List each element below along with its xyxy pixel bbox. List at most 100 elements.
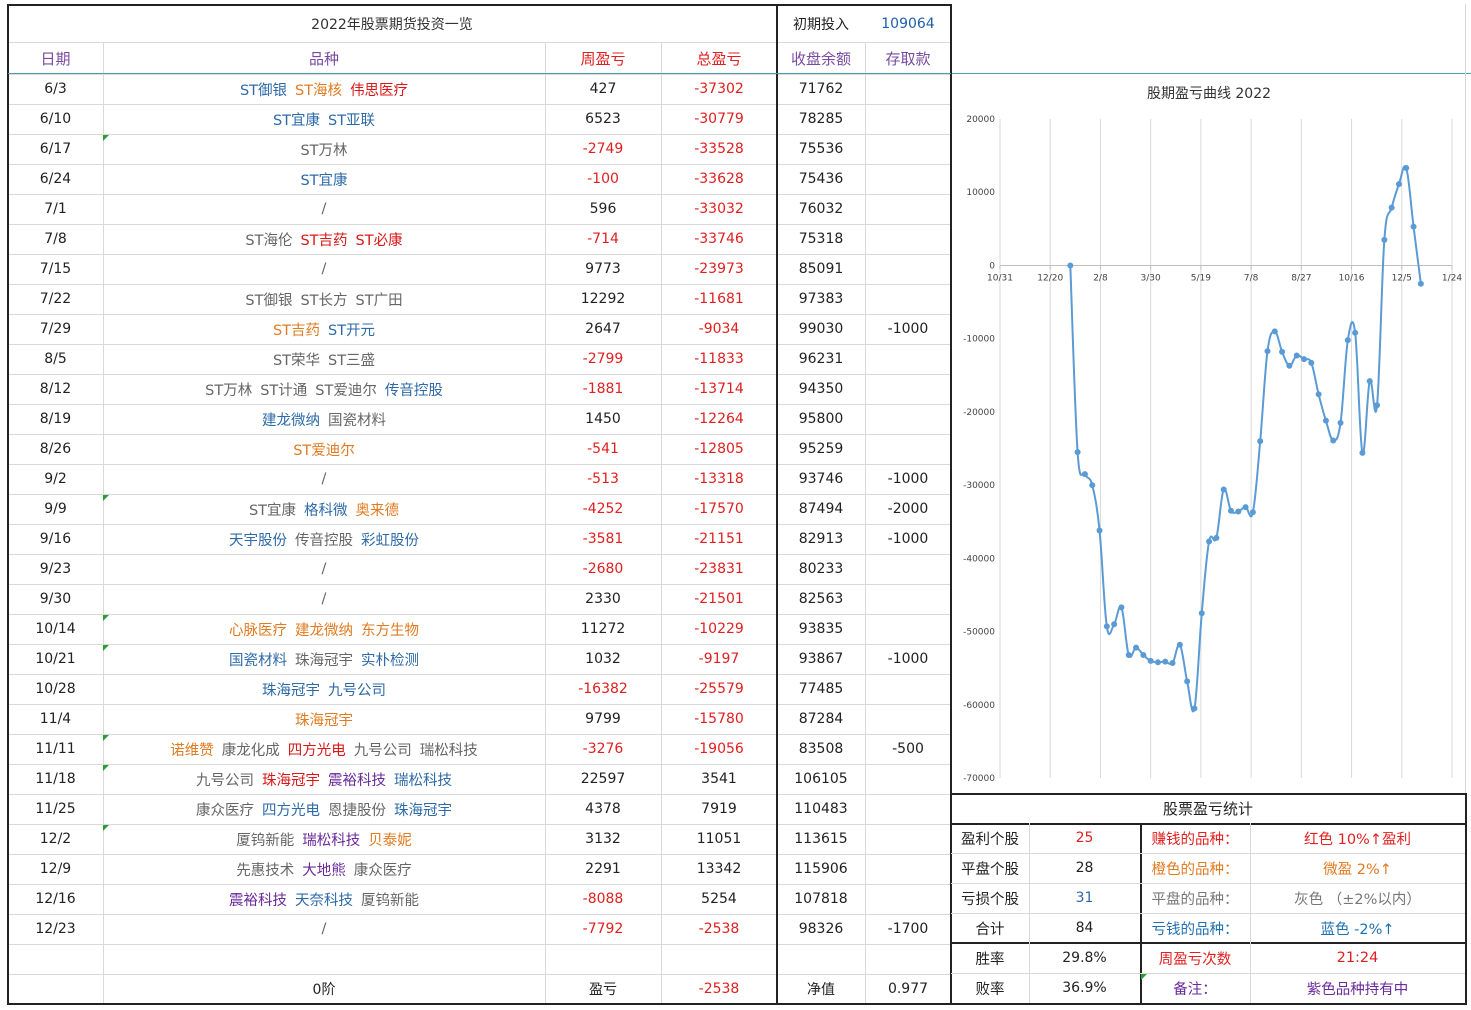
- row-deposit: -2000: [887, 501, 929, 517]
- row-balance: 85091: [798, 261, 844, 277]
- stock-name: 厦钨新能: [236, 832, 295, 849]
- comment-marker: [103, 615, 109, 621]
- row-variety: 珠海冠宇: [103, 704, 545, 734]
- row-weekly-pnl: -714: [587, 231, 619, 247]
- comment-marker: [103, 135, 109, 141]
- stats-border: [951, 823, 1465, 825]
- data-point: [1081, 471, 1088, 478]
- data-point: [1089, 482, 1096, 489]
- grid-line: [1465, 4, 1466, 794]
- row-date: 11/25: [35, 801, 76, 817]
- legend-desc: 灰色 （±2%以内）: [1294, 891, 1421, 908]
- initial-investment-label: 初期投入: [793, 17, 849, 33]
- stock-name: ST御银: [245, 292, 293, 309]
- grid-line: [8, 254, 951, 255]
- row-total-pnl: -11833: [694, 351, 744, 367]
- row-deposit: [865, 404, 951, 434]
- row-total-pnl: -19056: [694, 741, 744, 757]
- row-weekly-pnl: -3276: [582, 741, 624, 757]
- data-point: [1235, 508, 1242, 515]
- data-point: [1293, 352, 1300, 359]
- row-variety: 心脉医疗 建龙微纳 东方生物: [103, 614, 545, 644]
- stock-name: 传音控股: [295, 532, 353, 549]
- row-weekly-pnl: -16382: [578, 681, 628, 697]
- row-date: 10/28: [35, 681, 76, 697]
- row-total-pnl: -33032: [694, 201, 744, 217]
- row-deposit: [865, 254, 951, 284]
- row-deposit: -1000: [887, 471, 929, 487]
- x-tick-label: 12/20: [1037, 273, 1063, 283]
- data-point: [1140, 651, 1147, 658]
- row-date: 9/2: [44, 471, 67, 487]
- legend-desc: 21:24: [1336, 950, 1379, 966]
- x-tick-label: 12/5: [1392, 273, 1412, 283]
- stock-name: 心脉医疗: [229, 622, 287, 639]
- grid-line: [8, 494, 951, 495]
- grid-line: [8, 374, 951, 375]
- data-point: [1337, 419, 1344, 426]
- row-variety: 厦钨新能 瑞松科技 贝泰妮: [103, 824, 545, 854]
- stats-label: 平盘个股: [961, 861, 1019, 878]
- data-point: [1206, 538, 1213, 545]
- stock-name: ST万林: [205, 382, 253, 399]
- stock-name: 九号公司: [196, 772, 254, 789]
- stats-value: 84: [1075, 920, 1094, 936]
- y-tick-label: -60000: [963, 701, 995, 711]
- data-point: [1322, 417, 1329, 424]
- row-total-pnl: -37302: [694, 81, 744, 97]
- row-total-pnl: -12264: [694, 411, 744, 427]
- stock-name: /: [321, 201, 327, 217]
- row-balance: 83508: [798, 741, 844, 757]
- row-deposit: [865, 854, 951, 884]
- stock-name: 国瓷材料: [229, 652, 287, 669]
- legend-desc: 红色 10%↑盈利: [1304, 831, 1411, 848]
- footer-nav-value: 0.977: [887, 981, 929, 997]
- row-variety: 建龙微纳 国瓷材料: [103, 404, 545, 434]
- stock-name: 伟思医疗: [350, 82, 409, 99]
- stock-name: 恩捷股份: [328, 802, 386, 819]
- comment-marker: [103, 645, 109, 651]
- grid-line: [8, 404, 951, 405]
- row-balance: 98326: [798, 921, 844, 937]
- stock-name: 天奈科技: [295, 892, 353, 909]
- row-total-pnl: -21501: [694, 591, 744, 607]
- row-weekly-pnl: -3581: [582, 531, 624, 547]
- row-balance: 78285: [798, 111, 844, 127]
- row-variety: 康众医疗 四方光电 恩捷股份 珠海冠宇: [103, 794, 545, 824]
- row-weekly-pnl: 22597: [580, 771, 626, 787]
- grid-line: [8, 344, 951, 345]
- row-date: 7/1: [44, 201, 67, 217]
- stats-label: 亏损个股: [961, 891, 1019, 908]
- row-deposit: [865, 614, 951, 644]
- row-weekly-pnl: -2749: [582, 141, 624, 157]
- row-weekly-pnl: 4378: [585, 801, 621, 817]
- row-weekly-pnl: -2680: [582, 561, 624, 577]
- initial-investment-value: 109064: [881, 16, 935, 32]
- grid-line: [8, 614, 951, 615]
- grid-line: [8, 134, 951, 135]
- row-balance: 95259: [798, 441, 844, 457]
- row-total-pnl: -23831: [694, 561, 744, 577]
- data-point: [1410, 223, 1417, 230]
- chart-area: 股期盈亏曲线 2022 20000 10000 0 -10000 -20000 -30000…: [955, 75, 1467, 790]
- row-date: 9/23: [39, 561, 72, 577]
- data-point: [1096, 527, 1103, 534]
- grid-line: [8, 944, 951, 945]
- stock-name: ST御银: [239, 82, 287, 99]
- stock-name: ST爱迪尔: [293, 442, 355, 459]
- row-balance: 80233: [798, 561, 844, 577]
- x-tick-label: 3/30: [1141, 273, 1161, 283]
- row-date: 10/21: [35, 651, 76, 667]
- data-point: [1198, 610, 1205, 617]
- legend-label: 周盈亏次数: [1158, 951, 1232, 968]
- stats-value: 28: [1075, 860, 1094, 876]
- grid-line: [8, 674, 951, 675]
- row-weekly-pnl: -2799: [582, 351, 624, 367]
- row-deposit: [865, 344, 951, 374]
- stock-name: ST爱迪尔: [315, 382, 377, 399]
- row-weekly-pnl: -100: [587, 171, 619, 187]
- grid-line: [8, 73, 951, 74]
- stock-name: 贝泰妮: [368, 832, 412, 849]
- stats-border: [1465, 793, 1467, 1005]
- row-variety: 震裕科技 天奈科技 厦钨新能: [103, 884, 545, 914]
